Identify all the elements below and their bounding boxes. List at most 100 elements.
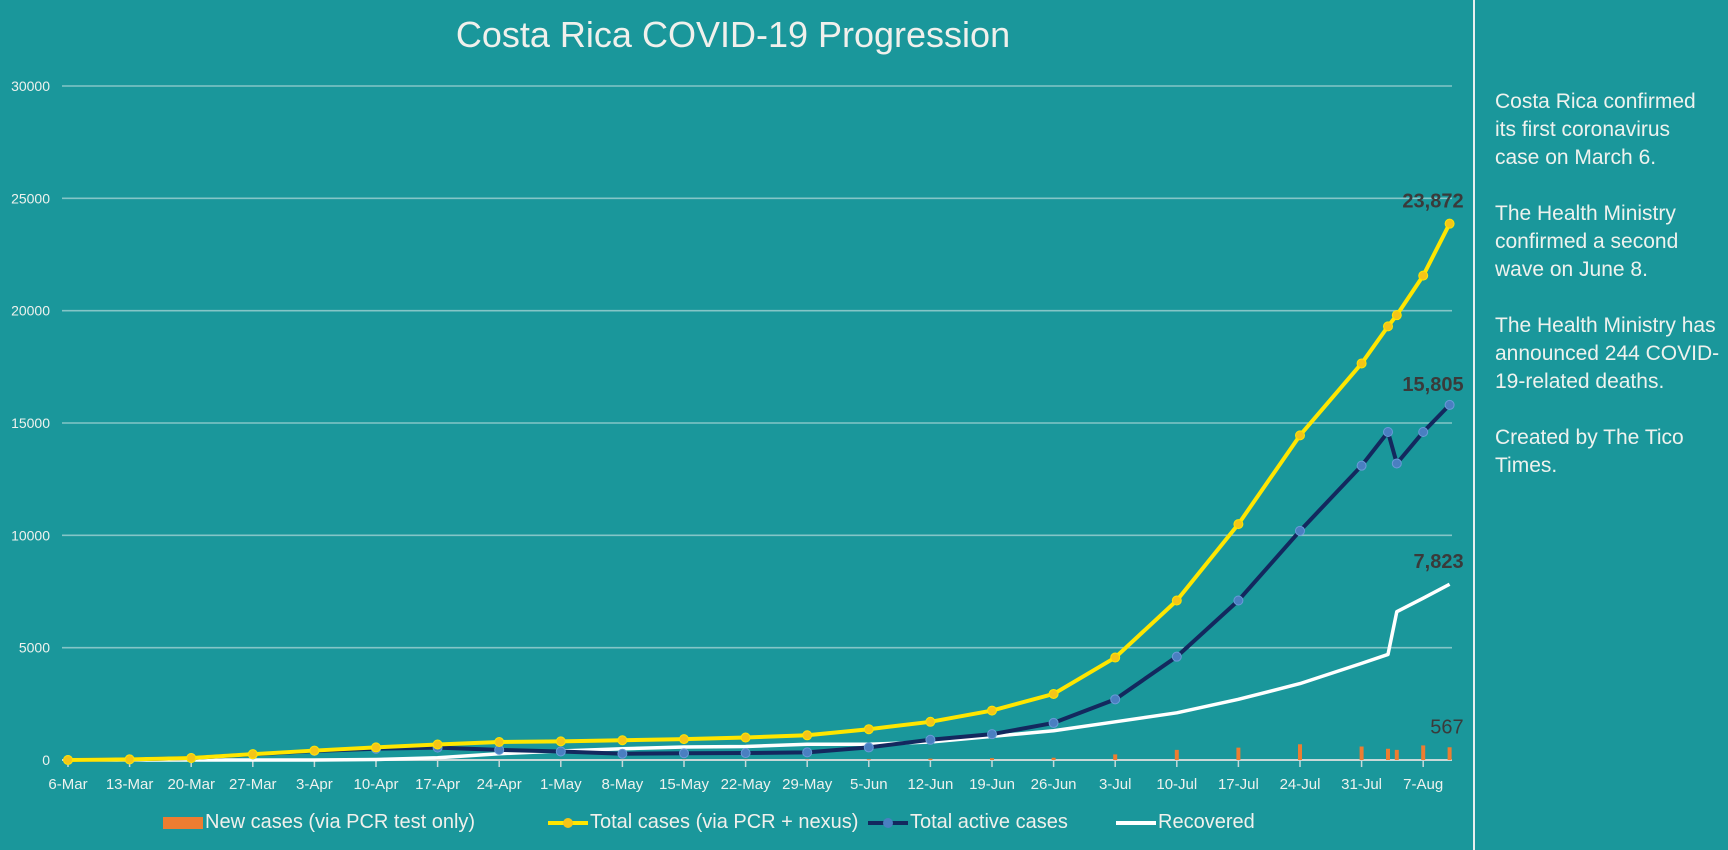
marker-total-cases: [1444, 218, 1455, 229]
bar-new-cases: [1394, 749, 1399, 760]
marker-total-cases: [1110, 652, 1121, 663]
marker-total-cases: [802, 730, 813, 741]
legend-swatch-bar: [163, 816, 203, 829]
chart-title: Costa Rica COVID-19 Progression: [455, 14, 1011, 55]
marker-active-cases: [1233, 595, 1244, 606]
bar-new-cases: [990, 758, 994, 760]
x-tick-label: 8-May: [602, 776, 644, 793]
marker-total-cases: [555, 736, 566, 747]
chart-plot-area: 0 5000 10000 15000 20000 25000 30000 6-Mar 13-Ma…: [11, 78, 1464, 793]
legend-item-total-cases: Total cases (via PCR + nexus): [548, 811, 858, 834]
y-tick-label: 15000: [11, 415, 50, 431]
y-tick-label: 20000: [11, 303, 50, 319]
marker-total-cases: [1295, 430, 1305, 441]
marker-active-cases: [987, 729, 997, 740]
x-tick-label: 6-Mar: [48, 776, 87, 793]
data-label-new-cases: 567: [1430, 716, 1463, 738]
y-tick-label: 25000: [11, 190, 50, 206]
data-label-active: 15,805: [1402, 374, 1463, 396]
x-tick-label: 3-Jul: [1099, 776, 1132, 793]
marker-active-cases: [1383, 426, 1393, 437]
x-tick-label: 26-Jun: [1031, 776, 1077, 793]
marker-total-cases: [432, 739, 443, 750]
marker-total-cases: [679, 734, 689, 745]
x-tick-label: 12-Jun: [907, 776, 953, 793]
marker-active-cases: [1356, 460, 1367, 471]
marker-active-cases: [802, 747, 813, 758]
legend-label: Recovered: [1158, 811, 1255, 833]
marker-total-cases: [63, 754, 73, 765]
x-tick-label: 5-Jun: [850, 776, 888, 793]
info-sidebar: Costa Rica confirmed its first coronavir…: [1495, 88, 1720, 508]
marker-active-cases: [1418, 426, 1429, 437]
legend-item-active-cases: Total active cases: [868, 811, 1068, 834]
bar-new-cases: [1386, 748, 1390, 760]
marker-active-cases: [925, 734, 936, 745]
marker-active-cases: [1295, 525, 1305, 536]
marker-active-cases: [617, 748, 628, 759]
marker-total-cases: [1391, 310, 1402, 321]
marker-total-cases: [124, 754, 135, 765]
marker-active-cases: [1391, 458, 1402, 469]
x-tick-label: 13-Mar: [106, 776, 154, 793]
marker-total-cases: [740, 732, 751, 743]
legend-label: New cases (via PCR test only): [205, 811, 476, 833]
marker-total-cases: [1383, 321, 1393, 332]
x-tick-label: 19-Jun: [969, 776, 1015, 793]
marker-total-cases: [925, 716, 936, 727]
x-tick-label: 24-Apr: [477, 776, 522, 793]
x-tick-label: 10-Jul: [1156, 776, 1197, 793]
marker-active-cases: [1444, 399, 1455, 410]
x-tick-label: 27-Mar: [229, 776, 277, 793]
marker-active-cases: [863, 742, 874, 753]
legend-swatch-line: [548, 816, 588, 830]
y-tick-label: 5000: [19, 640, 50, 656]
bar-new-cases: [1447, 747, 1452, 760]
marker-active-cases: [1171, 651, 1182, 662]
bar-new-cases: [1174, 749, 1179, 760]
x-tick-label: 3-Apr: [296, 776, 333, 793]
marker-total-cases: [1356, 358, 1367, 369]
x-tick-label: 17-Apr: [415, 776, 460, 793]
y-tick-label: 30000: [11, 78, 50, 94]
bar-new-cases: [1298, 744, 1302, 760]
line-total-cases: [67, 222, 1452, 762]
x-tick-label: 15-May: [659, 776, 710, 793]
info-paragraph: The Health Ministry has announced 244 CO…: [1495, 314, 1720, 393]
marker-total-cases: [494, 737, 505, 748]
marker-active-cases: [1048, 717, 1059, 728]
x-tick-label: 7-Aug: [1403, 776, 1443, 793]
bar-new-cases: [1113, 754, 1118, 760]
marker-total-cases: [987, 705, 997, 716]
bar-new-cases: [866, 759, 871, 760]
legend: New cases (via PCR test only) Total case…: [0, 811, 1466, 837]
marker-total-cases: [247, 749, 258, 760]
x-tick-label: 31-Jul: [1341, 776, 1382, 793]
marker-total-cases: [617, 735, 628, 746]
bar-new-cases: [1236, 747, 1241, 760]
x-tick-label: 1-May: [540, 776, 582, 793]
info-paragraph: Costa Rica confirmed its first coronavir…: [1495, 90, 1696, 169]
marker-total-cases: [1233, 519, 1244, 530]
x-tick-label: 10-Apr: [353, 776, 398, 793]
x-tick-label: 17-Jul: [1218, 776, 1259, 793]
legend-label: Total cases (via PCR + nexus): [590, 811, 859, 833]
legend-item-new-cases: New cases (via PCR test only): [163, 811, 475, 834]
bar-new-cases: [1421, 745, 1426, 760]
info-paragraph: Created by The Tico Times.: [1495, 426, 1684, 477]
marker-active-cases: [555, 746, 566, 757]
y-tick-label: 0: [42, 752, 50, 768]
marker-active-cases: [1110, 694, 1121, 705]
divider: [1473, 0, 1475, 850]
marker-active-cases: [740, 748, 751, 759]
legend-swatch-line: [1116, 816, 1156, 830]
info-paragraph: The Health Ministry confirmed a second w…: [1495, 202, 1679, 281]
data-label-recovered: 7,823: [1414, 551, 1464, 573]
marker-total-cases: [1048, 688, 1059, 699]
legend-label: Total active cases: [910, 811, 1068, 833]
legend-swatch-line: [868, 816, 908, 830]
legend-item-recovered: Recovered: [1116, 811, 1255, 834]
x-tick-label: 24-Jul: [1280, 776, 1321, 793]
marker-total-cases: [863, 724, 874, 735]
marker-total-cases: [371, 742, 381, 753]
